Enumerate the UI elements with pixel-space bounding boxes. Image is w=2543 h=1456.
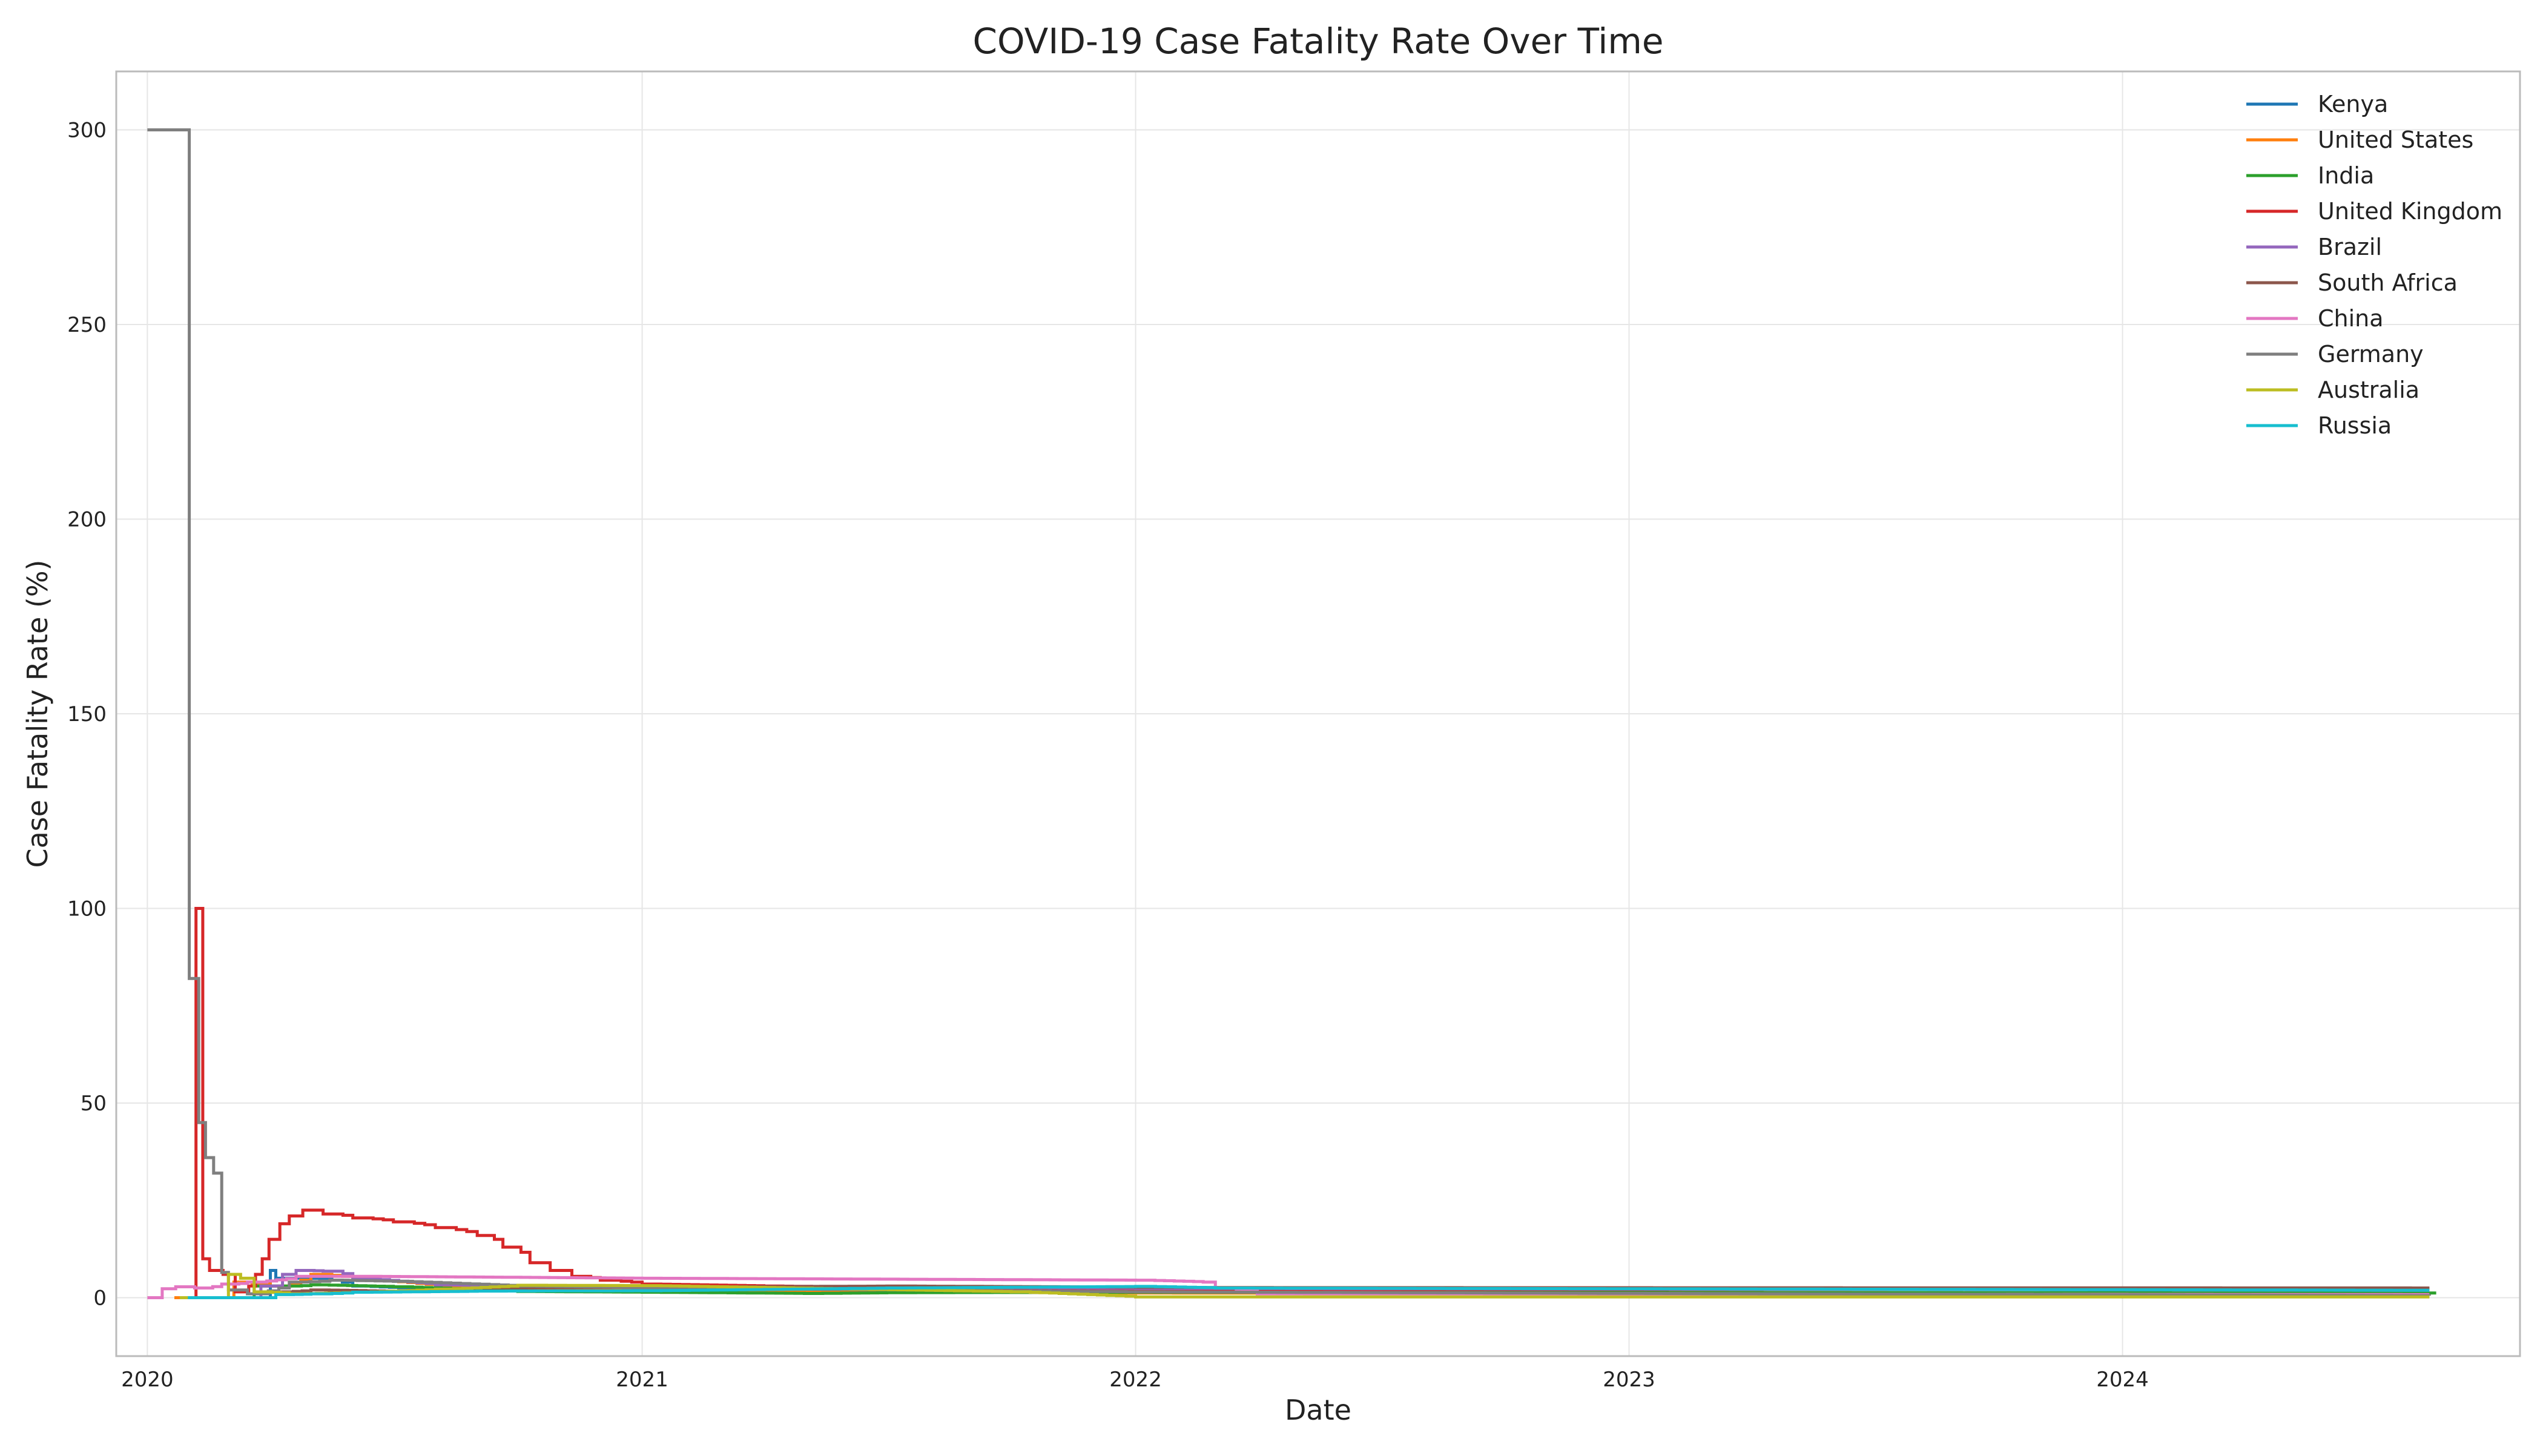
x-tick-label: 2020 xyxy=(121,1368,174,1392)
x-tick-label: 2023 xyxy=(1603,1368,1655,1392)
series-line-germany xyxy=(147,128,2431,1297)
y-tick-label: 0 xyxy=(93,1286,107,1311)
x-tick-label: 2021 xyxy=(616,1368,668,1392)
y-axis-label: Case Fatality Rate (%) xyxy=(21,560,54,868)
y-tick-label: 250 xyxy=(67,313,107,337)
y-tick-label: 300 xyxy=(67,118,107,142)
chart-title: COVID-19 Case Fatality Rate Over Time xyxy=(972,21,1663,62)
legend-label: China xyxy=(2318,305,2384,332)
y-tick-label: 100 xyxy=(67,897,107,921)
ticks: 0 50 100 150 200 250 300 2020 2021 2022 2023 2024 xyxy=(67,118,2149,1392)
legend-label: United Kingdom xyxy=(2318,198,2502,225)
legend-label: Germany xyxy=(2318,341,2424,367)
y-tick-label: 50 xyxy=(81,1092,107,1116)
y-tick-label: 150 xyxy=(67,702,107,726)
grid xyxy=(116,71,2520,1356)
legend-label: South Africa xyxy=(2318,269,2458,296)
series-line-russia xyxy=(188,1285,2430,1299)
legend-label: Australia xyxy=(2318,377,2419,403)
y-tick-label: 200 xyxy=(67,507,107,532)
legend-label: Kenya xyxy=(2318,91,2388,117)
x-axis-label: Date xyxy=(1285,1394,1351,1426)
plot-frame xyxy=(115,70,2521,1357)
legend-label: India xyxy=(2318,162,2374,189)
x-tick-label: 2022 xyxy=(1109,1368,1162,1392)
series-line-australia xyxy=(179,1273,2430,1299)
legend: Kenya United States India United Kingdom Bra… xyxy=(2246,91,2502,439)
x-tick-label: 2024 xyxy=(2096,1368,2149,1392)
legend-label: United States xyxy=(2318,127,2473,153)
legend-label: Russia xyxy=(2318,412,2392,439)
series-lines xyxy=(147,128,2436,1299)
legend-label: Brazil xyxy=(2318,234,2382,260)
